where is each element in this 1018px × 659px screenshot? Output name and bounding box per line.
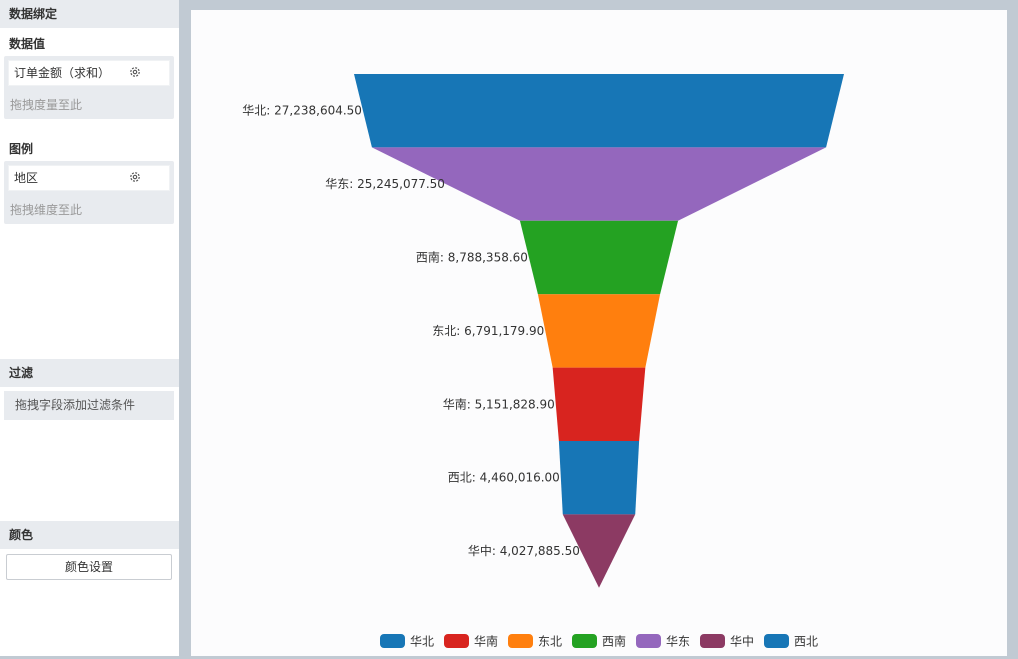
data-binding-header: 数据绑定 bbox=[0, 0, 179, 28]
data-value-field-chip[interactable]: 订单金额（求和） bbox=[8, 60, 170, 86]
color-settings-button[interactable]: 颜色设置 bbox=[6, 554, 172, 580]
color-header: 颜色 bbox=[0, 521, 179, 549]
legend-label-东北[interactable]: 东北 bbox=[538, 635, 562, 649]
data-value-hint: 拖拽度量至此 bbox=[10, 98, 83, 112]
legend-swatch-华北[interactable] bbox=[380, 634, 405, 648]
filter-drop-zone[interactable]: 拖拽字段添加过滤条件 bbox=[4, 391, 174, 420]
legend-label-华南[interactable]: 华南 bbox=[474, 634, 498, 649]
legend-hint: 拖拽维度至此 bbox=[10, 203, 83, 217]
funnel-chart: 华北: 27,238,604.50 华东: 25,245,077.50 西南: 8,… bbox=[242, 74, 844, 649]
funnel-label-华南: 华南: 5,151,828.90 bbox=[443, 396, 555, 411]
data-value-drop-zone[interactable]: 订单金额（求和） 拖拽度量至此 bbox=[4, 56, 174, 119]
legend-label-西北[interactable]: 西北 bbox=[794, 635, 818, 649]
legend-swatch-华南[interactable] bbox=[444, 634, 469, 648]
data-value-field-label: 订单金额（求和） bbox=[14, 66, 111, 80]
funnel-label-东北: 东北: 6,791,179.90 bbox=[432, 324, 544, 338]
funnel-segment-西北[interactable] bbox=[558, 441, 640, 515]
data-value-title: 数据值 bbox=[9, 37, 46, 51]
legend-label-华中[interactable]: 华中 bbox=[730, 634, 754, 649]
legend-label-西南[interactable]: 西南 bbox=[602, 634, 626, 649]
legend-swatch-西北[interactable] bbox=[764, 634, 789, 648]
funnel-segment-华北[interactable] bbox=[354, 74, 844, 148]
legend-field-chip[interactable]: 地区 bbox=[8, 165, 170, 191]
funnel-segment-华东[interactable] bbox=[371, 147, 827, 221]
filter-header: 过滤 bbox=[0, 359, 179, 387]
funnel-label-华中: 华中: 4,027,885.50 bbox=[468, 543, 580, 558]
legend-swatch-华中[interactable] bbox=[700, 634, 725, 648]
legend-swatch-东北[interactable] bbox=[508, 634, 533, 648]
chart-canvas: 华北: 27,238,604.50 华东: 25,245,077.50 西南: 8,… bbox=[191, 10, 1007, 656]
legend-label-华北[interactable]: 华北 bbox=[410, 635, 434, 649]
legend-label-华东[interactable]: 华东 bbox=[666, 635, 690, 649]
funnel-segment-华南[interactable] bbox=[552, 367, 646, 441]
legend-field-label: 地区 bbox=[14, 171, 39, 185]
funnel-label-华北: 华北: 27,238,604.50 bbox=[242, 104, 362, 118]
funnel-label-华东: 华东: 25,245,077.50 bbox=[325, 177, 445, 191]
sidebar: 数据绑定 数据值 订单金额（求和） 拖拽度量至此 图例 地区 拖拽维度至此 过滤… bbox=[0, 0, 179, 656]
funnel-label-西南: 西南: 8,788,358.60 bbox=[416, 250, 528, 265]
funnel-segment-西南[interactable] bbox=[519, 220, 679, 295]
legend-drop-zone[interactable]: 地区 拖拽维度至此 bbox=[4, 161, 174, 224]
legend-title: 图例 bbox=[9, 142, 34, 156]
legend-swatch-西南[interactable] bbox=[572, 634, 597, 648]
funnel-segment-华中[interactable] bbox=[562, 514, 636, 588]
legend-swatch-华东[interactable] bbox=[636, 634, 661, 648]
funnel-label-西北: 西北: 4,460,016.00 bbox=[448, 471, 560, 485]
gear-icon[interactable] bbox=[129, 66, 141, 78]
funnel-segment-东北[interactable] bbox=[537, 294, 661, 368]
gear-icon[interactable] bbox=[129, 171, 141, 183]
